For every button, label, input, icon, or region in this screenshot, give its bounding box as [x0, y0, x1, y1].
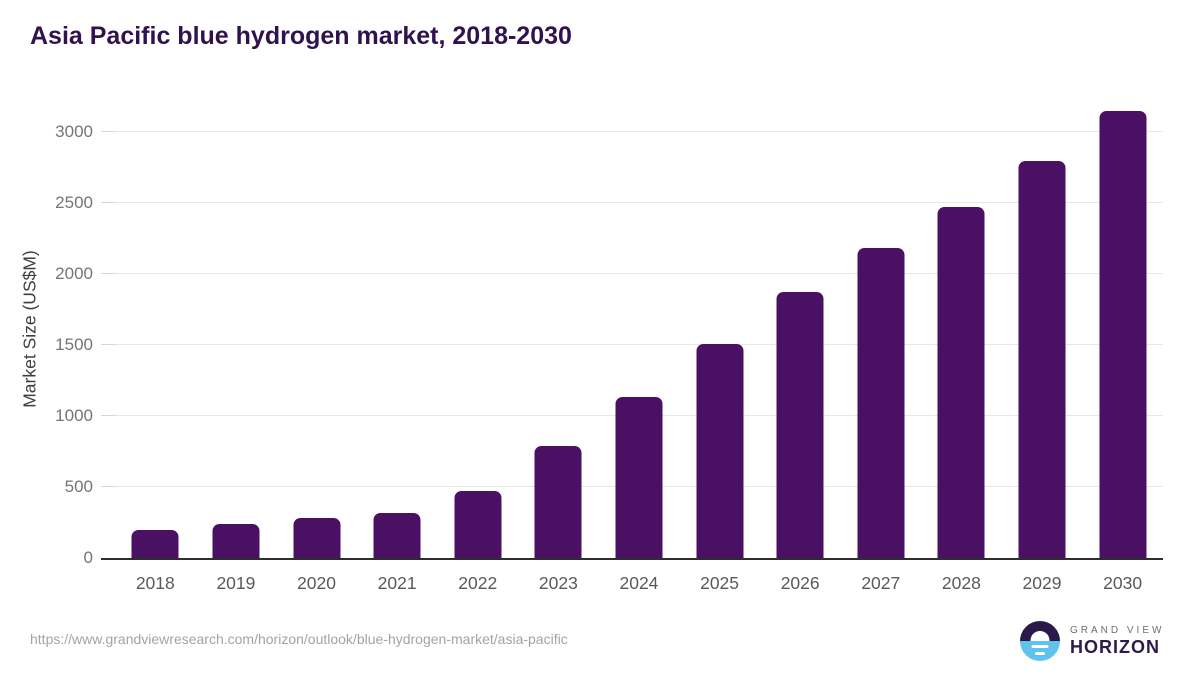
bar-2026 [776, 292, 824, 558]
bar-slot-2020: 2020 [276, 100, 357, 593]
bar-2024 [615, 397, 663, 558]
bar-2023 [534, 446, 582, 558]
bar-slot-2025: 2025 [679, 100, 760, 593]
x-tick-label-2028: 2028 [941, 573, 981, 593]
x-tick-label-2021: 2021 [377, 573, 417, 593]
y-tick-label-1500: 1500 [55, 335, 93, 354]
x-tick-label-2029: 2029 [1022, 573, 1062, 593]
grandview-horizon-logo: GRAND VIEW HORIZON [1020, 621, 1164, 661]
x-tick-label-2025: 2025 [700, 573, 740, 593]
bar-slot-2029: 2029 [1002, 100, 1083, 593]
y-tick-label-1000: 1000 [55, 406, 93, 425]
bar-slot-2018: 2018 [115, 100, 196, 593]
logo-text-grand-view: GRAND VIEW [1070, 624, 1165, 636]
y-tick-label-3000: 3000 [55, 122, 93, 141]
x-tick-label-2026: 2026 [780, 573, 820, 593]
bar-slot-2027: 2027 [840, 100, 921, 593]
gridline-1500 [115, 344, 1163, 345]
bar-slot-2023: 2023 [518, 100, 599, 593]
bars-container: 2018 2019 2020 2021 2022 2023 2024 2025 2026 2027… [115, 100, 1163, 593]
y-tick-mark-500 [101, 486, 115, 487]
bar-2019 [212, 524, 260, 558]
y-tick-mark-2000 [101, 273, 115, 274]
logo-text: GRAND VIEW HORIZON [1070, 625, 1164, 658]
y-tick-mark-3000 [101, 131, 115, 132]
y-tick-label-0: 0 [83, 548, 93, 567]
bar-slot-2021: 2021 [357, 100, 438, 593]
bar-slot-2026: 2026 [760, 100, 841, 593]
bar-2025 [696, 344, 744, 558]
plot-area: 0 500 1000 1500 2000 2500 3000 2018 2019 2020 2021… [55, 100, 1163, 593]
bar-2030 [1099, 111, 1147, 558]
x-tick-label-2019: 2019 [216, 573, 256, 593]
gridline-2000 [115, 273, 1163, 274]
y-tick-mark-1000 [101, 415, 115, 416]
logo-text-horizon: HORIZON [1070, 636, 1160, 657]
bar-2027 [857, 248, 905, 558]
gridline-2500 [115, 202, 1163, 203]
y-tick-label-2000: 2000 [55, 264, 93, 283]
bar-2029 [1018, 161, 1066, 558]
x-tick-label-2024: 2024 [619, 573, 659, 593]
sun-shape [1030, 631, 1050, 641]
bar-slot-2028: 2028 [921, 100, 1002, 593]
y-axis-title: Market Size (US$M) [19, 250, 40, 408]
bar-2018 [131, 530, 179, 558]
x-tick-label-2020: 2020 [297, 573, 336, 593]
y-tick-label-2500: 2500 [55, 193, 93, 212]
bar-slot-2030: 2030 [1082, 100, 1163, 593]
x-tick-label-2018: 2018 [135, 573, 175, 593]
x-tick-label-2022: 2022 [458, 573, 498, 593]
gridline-3000 [115, 131, 1163, 132]
horizon-line-1 [1031, 645, 1049, 648]
horizon-line-2 [1035, 652, 1045, 655]
chart-title: Asia Pacific blue hydrogen market, 2018-… [30, 22, 572, 50]
bar-slot-2022: 2022 [437, 100, 518, 593]
bar-2020 [293, 518, 341, 558]
bar-slot-2019: 2019 [196, 100, 277, 593]
y-tick-mark-1500 [101, 344, 115, 345]
bar-2028 [937, 207, 985, 558]
x-tick-label-2030: 2030 [1103, 573, 1143, 593]
bar-2021 [373, 513, 421, 558]
y-tick-label-500: 500 [64, 477, 93, 496]
y-tick-mark-0 [101, 558, 115, 560]
bar-2022 [454, 491, 502, 558]
source-url: https://www.grandviewresearch.com/horizo… [30, 631, 568, 647]
bar-slot-2024: 2024 [599, 100, 680, 593]
x-tick-label-2027: 2027 [861, 573, 901, 593]
y-tick-mark-2500 [101, 202, 115, 203]
horizon-sun-icon [1020, 621, 1060, 661]
x-tick-label-2023: 2023 [538, 573, 578, 593]
